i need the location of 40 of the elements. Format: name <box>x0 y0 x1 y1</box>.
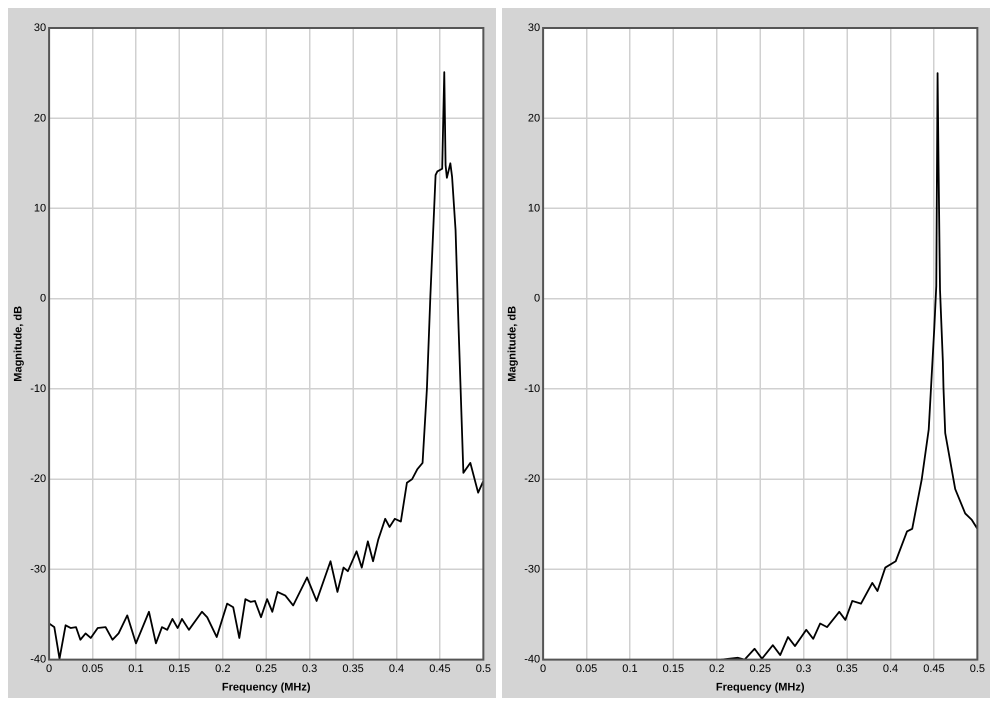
x-axis-title: Frequency (MHz) <box>222 681 311 694</box>
x-tick-label: 0.05 <box>576 663 598 676</box>
y-tick-label: 30 <box>34 22 46 34</box>
y-tick-label: -30 <box>30 563 46 576</box>
x-tick-label: 0.3 <box>796 663 812 676</box>
y-tick-label: -10 <box>30 382 46 395</box>
y-tick-label: 10 <box>34 202 46 214</box>
x-tick-label: 0.1 <box>128 663 144 676</box>
y-tick-label: 30 <box>528 22 540 34</box>
x-tick-label: 0.2 <box>709 663 724 676</box>
y-tick-label: -20 <box>30 473 46 486</box>
x-tick-label: 0.5 <box>476 663 492 676</box>
y-tick-label: 0 <box>40 292 46 305</box>
y-tick-label: -20 <box>524 473 540 486</box>
x-tick-label: 0.35 <box>342 663 364 676</box>
x-tick-label: 0.1 <box>622 663 638 676</box>
x-tick-label: 0.45 <box>923 663 945 676</box>
x-tick-label: 0.25 <box>256 663 277 676</box>
x-tick-label: 0.3 <box>302 663 318 676</box>
y-tick-label: -40 <box>30 654 46 666</box>
y-tick-label: 0 <box>534 292 540 305</box>
x-tick-label: 0.4 <box>388 663 404 676</box>
y-tick-label: -10 <box>524 382 540 395</box>
y-axis-title: Magnitude, dB <box>12 306 25 382</box>
y-tick-label: -40 <box>524 654 540 666</box>
y-axis-title: Magnitude, dB <box>506 306 519 382</box>
x-tick-label: 0.15 <box>662 663 684 676</box>
x-tick-label: 0.15 <box>168 663 190 676</box>
x-tick-label: 0.45 <box>429 663 451 676</box>
x-tick-label: 0.05 <box>82 663 104 676</box>
y-tick-label: -30 <box>524 563 540 576</box>
x-tick-label: 0.4 <box>882 663 898 676</box>
x-tick-label: 0.5 <box>970 663 986 676</box>
y-tick-label: 10 <box>528 202 540 214</box>
x-tick-label: 0.2 <box>215 663 230 676</box>
x-tick-label: 0.25 <box>750 663 771 676</box>
x-axis-title: Frequency (MHz) <box>716 681 805 694</box>
y-tick-label: 20 <box>528 112 540 124</box>
x-tick-label: 0.35 <box>836 663 858 676</box>
y-tick-label: 20 <box>34 112 46 124</box>
